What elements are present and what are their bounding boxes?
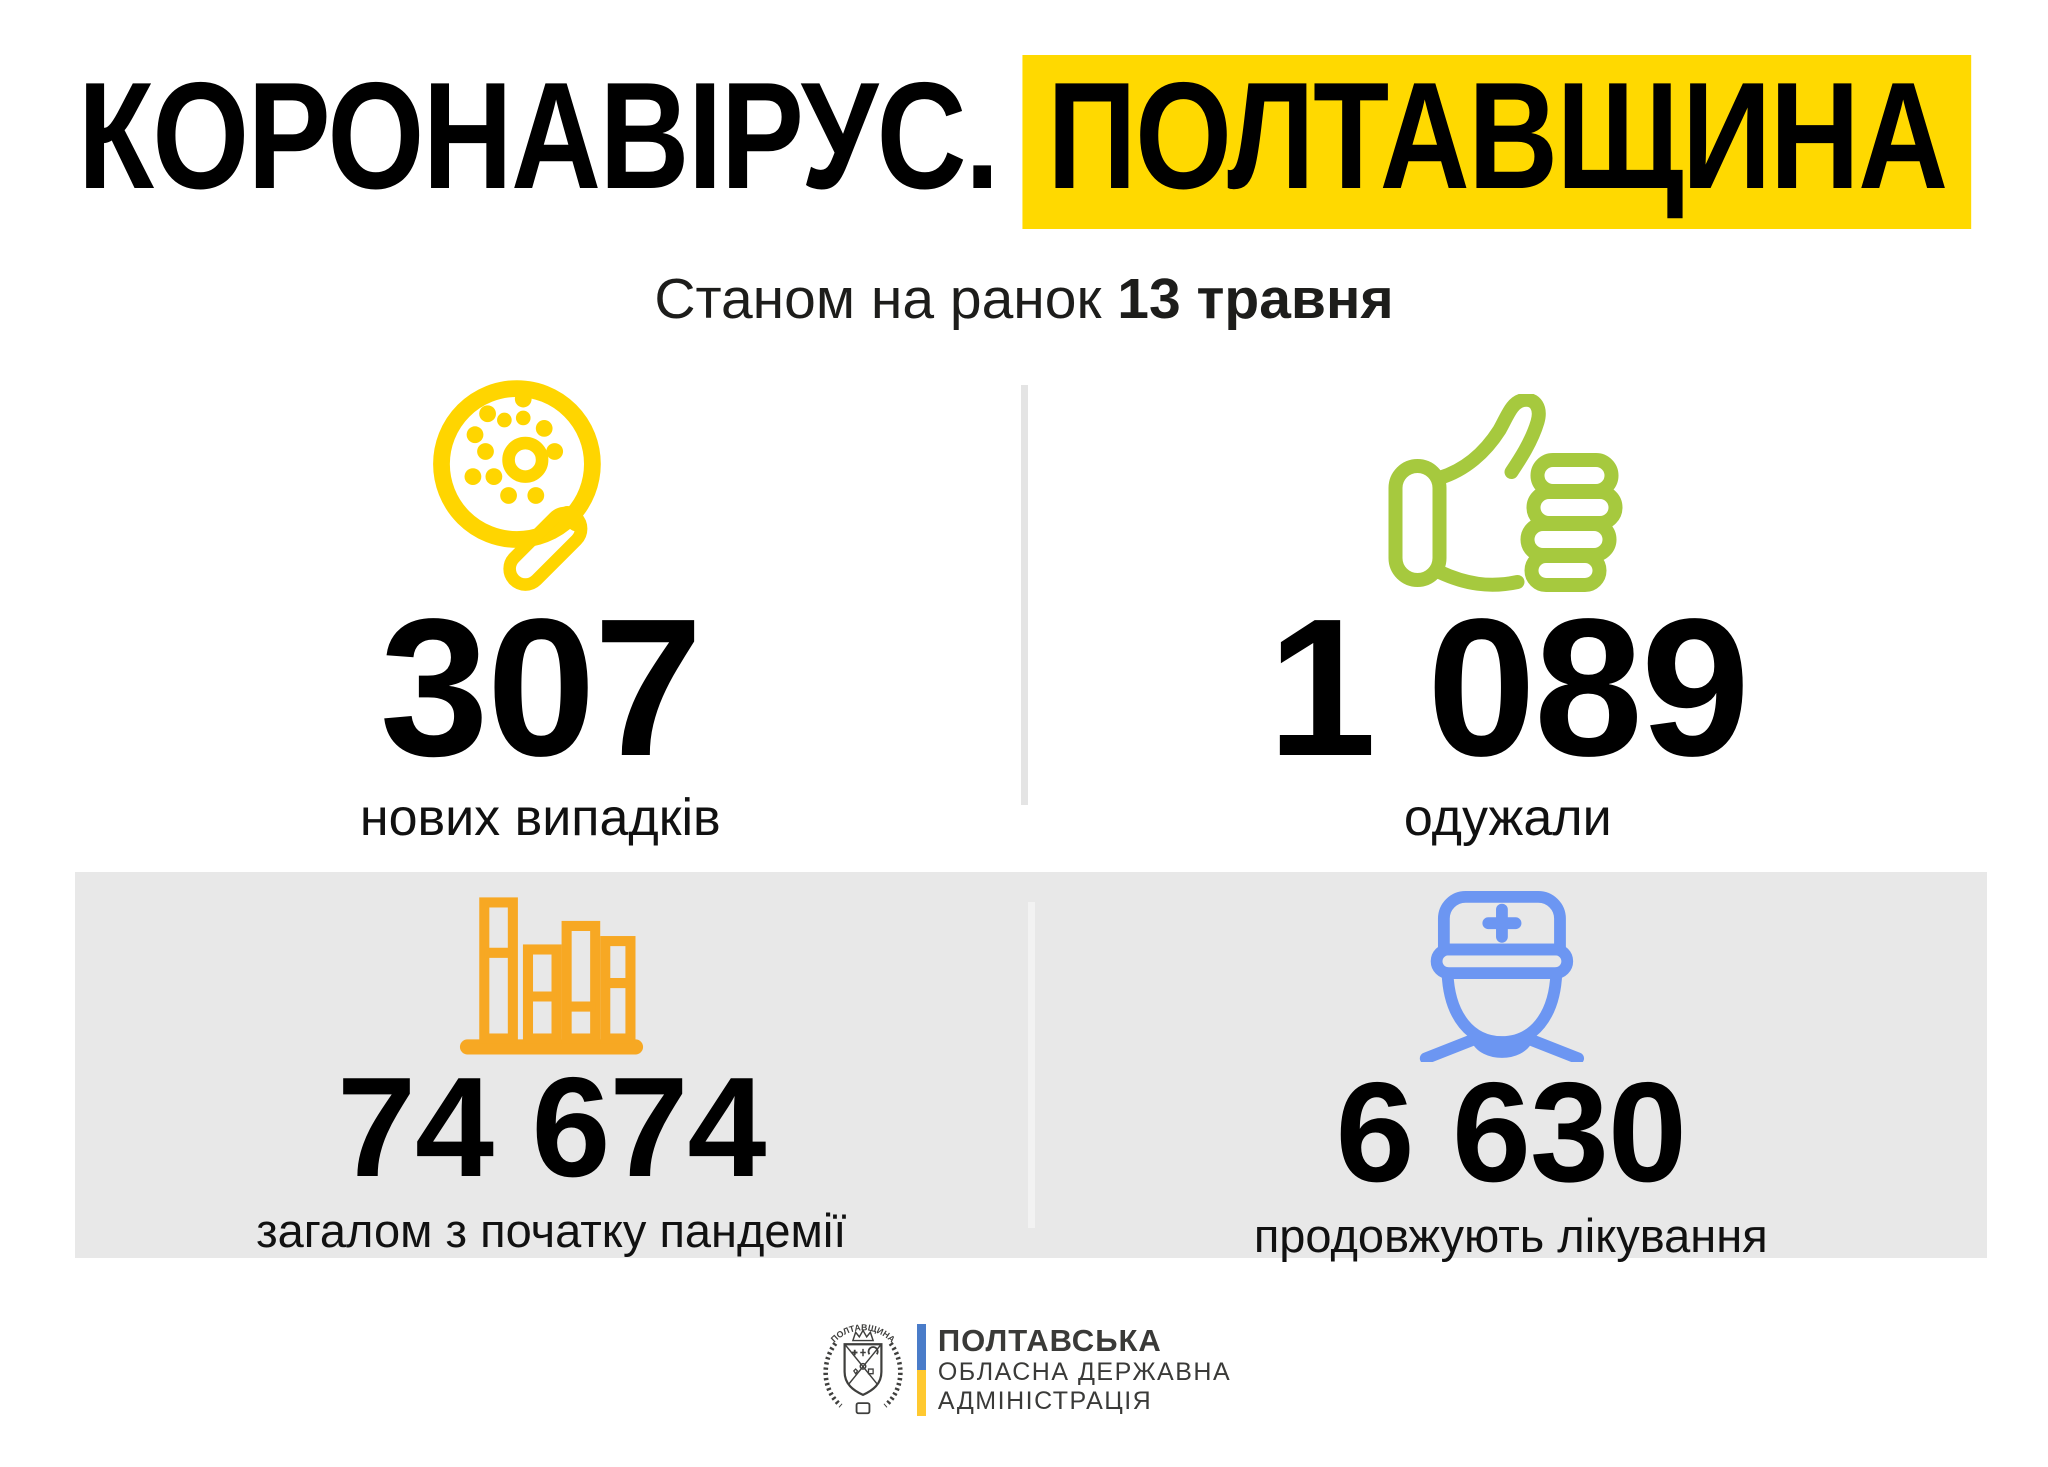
stat-recovered: 1 089 одужали [1028,370,1989,848]
stat-value-total: 74 674 [337,1048,766,1207]
flag-bar [916,1324,926,1416]
subtitle-prefix: Станом на ранок [654,267,1118,331]
title-highlight-text: ПОЛТАВЩИНА [1022,55,1971,229]
top-stats-row: 307 нових випадків 1 089 одужали [60,370,1988,848]
flag-yellow-segment [916,1370,926,1416]
page-title: КОРОНАВІРУС. ПОЛТАВЩИНА [0,55,2048,229]
stat-new-cases: 307 нових випадків [60,370,1021,848]
stat-value-in-treatment: 6 630 [1335,1053,1687,1212]
footer: ПОЛТАВЩИНА [0,1312,2048,1428]
svg-text:ПОЛТАВЩИНА: ПОЛТАВЩИНА [829,1322,898,1345]
vertical-divider-top [1020,385,1028,805]
doctor-icon [1411,872,1611,1062]
subtitle-date: 13 травня [1117,267,1394,331]
flag-blue-segment [916,1324,926,1370]
bottom-stats-panel: 74 674 загалом з початку пандемії 6 630 … [75,872,1988,1262]
stat-in-treatment: 6 630 продовжують лікування [1035,872,1988,1262]
vertical-divider-bottom [1027,902,1035,1228]
stat-label-in-treatment: продовжують лікування [1253,1209,1768,1262]
stat-label-total: загалом з початку пандемії [256,1204,847,1257]
virus-magnifier-icon [424,370,656,594]
bar-chart-icon [459,872,644,1057]
stat-label-recovered: одужали [1403,789,1612,847]
stat-value-new-cases: 307 [379,578,703,797]
coat-of-arms: ПОЛТАВЩИНА [823,1322,903,1415]
thumbs-up-icon [1385,370,1630,594]
title-text: КОРОНАВІРУС. [77,51,999,221]
subtitle: Станом на ранок 13 травня [0,266,2048,332]
org-name-line1: ПОЛТАВСЬКА [937,1322,1162,1358]
organization-name: ПОЛТАВСЬКА ОБЛАСНА ДЕРЖАВНА АДМІНІСТРАЦІ… [937,1322,1232,1417]
org-name-line3: АДМІНІСТРАЦІЯ [937,1387,1153,1416]
org-name-line2: ОБЛАСНА ДЕРЖАВНА [937,1358,1232,1387]
emblem-caption: ПОЛТАВЩИНА [829,1322,898,1345]
stat-value-recovered: 1 089 [1267,578,1750,797]
stat-label-new-cases: нових випадків [359,789,721,847]
stat-total: 74 674 загалом з початку пандемії [75,872,1028,1258]
